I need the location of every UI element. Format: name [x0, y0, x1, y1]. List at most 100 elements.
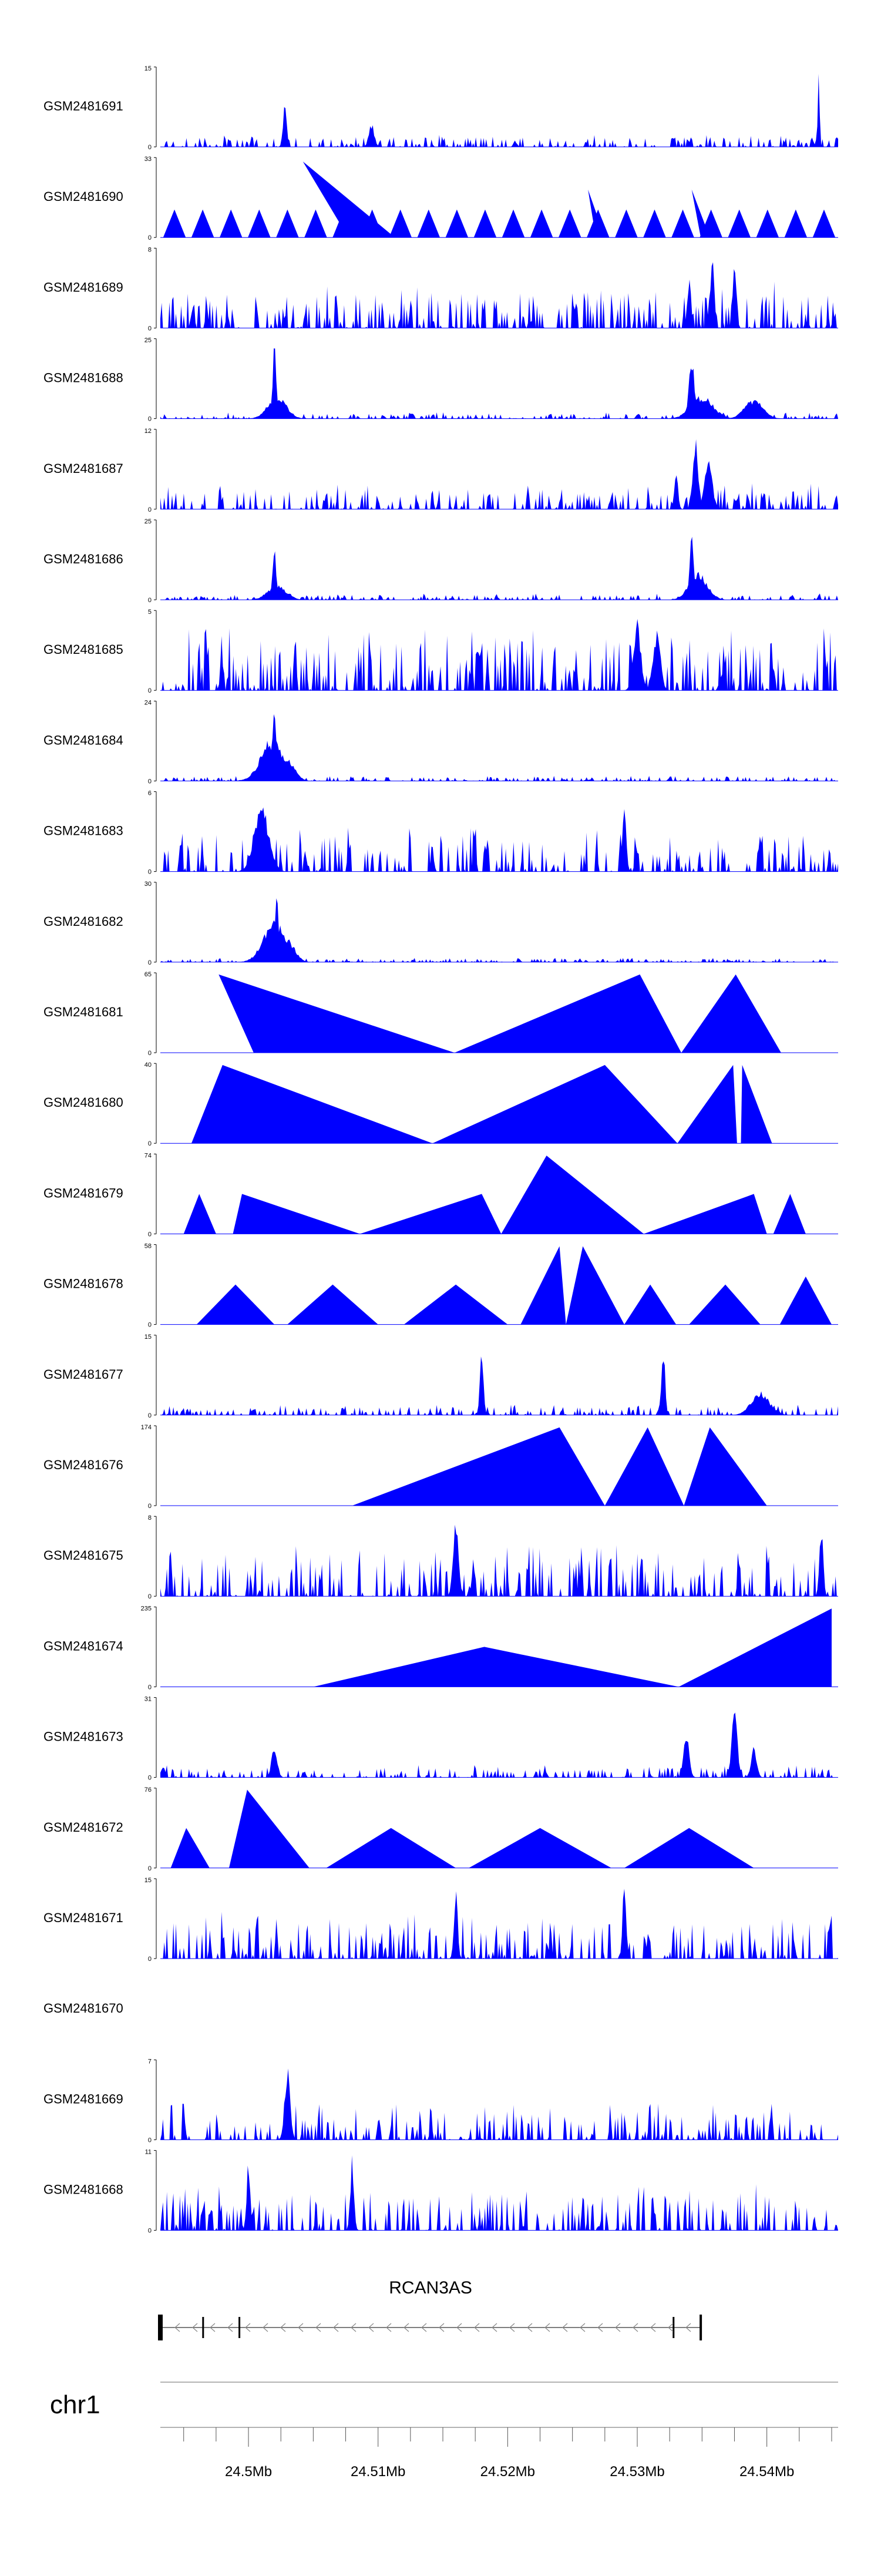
strand-arrow — [386, 2323, 392, 2332]
signal-peak — [681, 974, 781, 1053]
y-max-label: 5 — [148, 609, 152, 616]
strand-arrow — [192, 2323, 198, 2332]
signal-area — [160, 1889, 838, 1959]
signal-peak — [502, 209, 525, 238]
y-max-label: 76 — [144, 1786, 152, 1794]
signal-peak — [779, 1277, 832, 1325]
y-zero-label: 0 — [148, 506, 152, 513]
signal-peak — [359, 1194, 502, 1234]
signal-peak — [469, 1828, 611, 1868]
track-label: GSM2481682 — [43, 914, 123, 929]
y-zero-label: 0 — [148, 959, 152, 966]
track-label: GSM2481689 — [43, 280, 123, 294]
y-zero-label: 0 — [148, 1865, 152, 1872]
y-zero-label: 0 — [148, 325, 152, 332]
signal-peak — [812, 209, 836, 238]
signal-peak — [756, 209, 779, 238]
track-label: GSM2481687 — [43, 461, 123, 476]
y-max-label: 15 — [144, 1877, 152, 1884]
signal-peak — [684, 1427, 767, 1506]
y-max-label: 15 — [144, 1334, 152, 1341]
signal-peak — [170, 1828, 210, 1868]
signal-area — [160, 898, 838, 962]
y-zero-label: 0 — [148, 234, 152, 241]
strand-arrow — [527, 2323, 533, 2332]
y-max-label: 74 — [144, 1152, 152, 1159]
y-max-label: 15 — [144, 65, 152, 72]
track-label: GSM2481684 — [43, 733, 123, 747]
track-label: GSM2481677 — [43, 1367, 123, 1382]
signal-peak — [191, 1064, 433, 1144]
track-label: GSM2481674 — [43, 1638, 123, 1653]
strand-arrow — [509, 2323, 515, 2332]
y-zero-label: 0 — [148, 1593, 152, 1600]
strand-arrow — [580, 2323, 586, 2332]
y-max-label: 235 — [141, 1605, 152, 1612]
strand-arrow — [174, 2323, 180, 2332]
y-zero-label: 0 — [148, 778, 152, 785]
y-max-label: 12 — [144, 428, 152, 435]
y-max-label: 40 — [144, 1062, 152, 1069]
strand-arrow — [562, 2323, 568, 2332]
signal-peak — [389, 209, 412, 238]
axis-tick-label: 24.5Mb — [225, 2464, 272, 2480]
strand-arrow — [280, 2323, 286, 2332]
track-label: GSM2481680 — [43, 1095, 123, 1110]
y-max-label: 33 — [144, 156, 152, 163]
strand-arrow — [633, 2323, 638, 2332]
y-zero-label: 0 — [148, 1775, 152, 1782]
track-label: GSM2481691 — [43, 99, 123, 113]
signal-peak — [615, 209, 638, 238]
track-label: GSM2481672 — [43, 1820, 123, 1835]
signal-peak — [276, 209, 299, 238]
strand-arrow — [210, 2323, 216, 2332]
gene-exon — [672, 2317, 675, 2338]
y-zero-label: 0 — [148, 1684, 152, 1691]
signal-area — [160, 536, 838, 600]
signal-area — [160, 714, 838, 781]
track-label: GSM2481679 — [43, 1185, 123, 1200]
strand-arrow — [333, 2323, 339, 2332]
signal-peak — [644, 1194, 767, 1234]
signal-peak — [163, 209, 186, 238]
gene-exon — [158, 2315, 163, 2340]
axis-tick-label: 24.53Mb — [610, 2464, 664, 2480]
y-zero-label: 0 — [148, 1050, 152, 1057]
signal-peak — [520, 1246, 566, 1325]
y-zero-label: 0 — [148, 1140, 152, 1147]
y-max-label: 174 — [141, 1424, 152, 1431]
y-zero-label: 0 — [148, 597, 152, 604]
strand-arrow — [685, 2323, 691, 2332]
chromosome-label: chr1 — [50, 2390, 100, 2419]
signal-peak — [566, 1246, 624, 1325]
track-label: GSM2481669 — [43, 2091, 123, 2106]
signal-area — [160, 439, 838, 509]
signal-area — [160, 73, 838, 147]
signal-peak — [287, 1284, 378, 1325]
signal-peak — [248, 209, 271, 238]
strand-arrow — [474, 2323, 480, 2332]
axis-tick-label: 24.54Mb — [739, 2464, 794, 2480]
signal-peak — [403, 1284, 508, 1325]
track-label: GSM2481685 — [43, 642, 123, 657]
y-zero-label: 0 — [148, 144, 152, 151]
signal-peak — [671, 209, 694, 238]
signal-area — [160, 1524, 838, 1597]
strand-arrow — [421, 2323, 427, 2332]
signal-area — [160, 1712, 838, 1778]
signal-area — [160, 807, 838, 872]
signal-peak — [218, 974, 455, 1053]
strand-arrow — [597, 2323, 603, 2332]
signal-peak — [432, 1064, 678, 1144]
axis-tick-label: 24.52Mb — [480, 2464, 535, 2480]
y-zero-label: 0 — [148, 1322, 152, 1329]
axis-tick-label: 24.51Mb — [351, 2464, 405, 2480]
strand-arrow — [351, 2323, 357, 2332]
signal-peak — [417, 209, 441, 238]
track-label: GSM2481688 — [43, 371, 123, 385]
signal-area — [160, 262, 838, 328]
signal-peak — [624, 1828, 754, 1868]
strand-arrow — [315, 2323, 321, 2332]
signal-peak — [643, 209, 666, 238]
